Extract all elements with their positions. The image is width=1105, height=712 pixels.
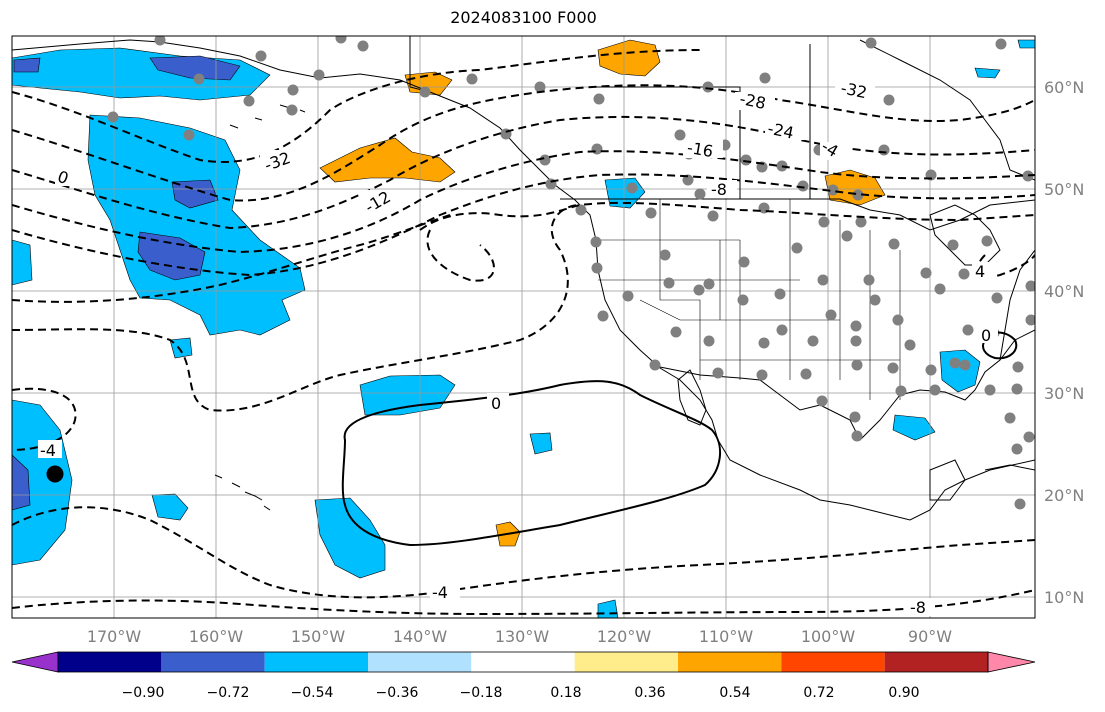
map-title: 2024083100 F000 <box>450 8 597 27</box>
border-us-mexico <box>649 364 821 411</box>
colorbar-segment <box>574 652 678 672</box>
colorbar-frame <box>57 651 989 673</box>
lat-label: 10°N <box>1044 588 1084 607</box>
border-us-canada <box>560 198 1035 231</box>
map-frame <box>11 35 1036 619</box>
blue-region-mid-pacific <box>359 374 456 416</box>
lon-label: 170°W <box>87 627 142 646</box>
lon-label: 110°W <box>699 627 754 646</box>
colorbar-segment <box>884 652 988 672</box>
colorbar-tick: 0.18 <box>550 685 581 701</box>
contour-label: -8 <box>910 598 926 617</box>
border-canada-provinces <box>595 44 811 199</box>
colorbar <box>11 651 1036 673</box>
blue-region-small-4 <box>597 599 619 618</box>
graticule <box>12 36 1035 618</box>
colorbar-segment <box>471 652 575 672</box>
colorbar-tick: −0.36 <box>376 685 419 701</box>
darkblue-region-3 <box>149 55 241 81</box>
blue-region-small-1 <box>151 493 189 521</box>
colorbar-arrow-left <box>11 651 59 673</box>
coastlines <box>12 36 1035 521</box>
lon-label: 160°W <box>189 627 244 646</box>
coast-great-lakes <box>929 204 1001 266</box>
colorbar-tick: 0.90 <box>888 685 919 701</box>
longitude-labels: 170°W 160°W 150°W 140°W 130°W 120°W 110°… <box>87 627 952 646</box>
colorbar-tick: −0.54 <box>291 685 334 701</box>
coast-east <box>999 249 1035 361</box>
contour-label: -4 <box>432 583 448 602</box>
station-marker-large <box>46 465 64 483</box>
contour-label: 0 <box>491 394 501 413</box>
blue-region-small-2 <box>529 432 553 455</box>
colorbar-tick: 0.54 <box>719 685 750 701</box>
lat-label: 40°N <box>1044 282 1084 301</box>
colorbar-tick: −0.72 <box>207 685 250 701</box>
lon-label: 150°W <box>291 627 346 646</box>
orange-region-yukon <box>597 39 661 77</box>
lon-label: 90°W <box>908 627 952 646</box>
blue-region-small-3 <box>169 337 193 359</box>
lon-label: 130°W <box>495 627 550 646</box>
lon-label: 120°W <box>597 627 652 646</box>
lat-label: 30°N <box>1044 384 1084 403</box>
blue-region-south-pacific <box>314 497 386 579</box>
colorbar-tick-labels: −0.90 −0.72 −0.54 −0.36 −0.18 0.18 0.36 … <box>122 685 920 701</box>
darkblue-region-2 <box>171 179 219 209</box>
blue-region-ne <box>1017 39 1035 49</box>
coast-hudson <box>859 39 1035 181</box>
lat-label: 20°N <box>1044 486 1084 505</box>
solid-contours <box>341 331 1018 547</box>
contour-label: 0 <box>981 326 991 345</box>
blue-region-hudson <box>974 67 1001 79</box>
colorbar-tick: 0.36 <box>634 685 665 701</box>
aleutian-islands <box>229 104 306 129</box>
hawaii-islands <box>214 474 271 511</box>
colorbar-segment <box>781 652 885 672</box>
map-area: -32 -28 -24 -16 -8 -32 -12 0 -4 0 4 -4 -… <box>12 36 1035 618</box>
colorbar-tick: 0.72 <box>803 685 834 701</box>
coast-yucatan <box>929 459 966 501</box>
lon-label: 140°W <box>393 627 448 646</box>
blue-region-florida <box>939 349 981 393</box>
contour-labels: -32 -28 -24 -16 -8 -32 -12 0 -4 0 4 -4 -… <box>38 78 998 617</box>
contour-label: -8 <box>711 180 727 199</box>
lat-label: 60°N <box>1044 78 1084 97</box>
contour-label: -32 <box>839 78 869 102</box>
colorbar-segment <box>161 652 265 672</box>
darkblue-region-4 <box>13 57 41 73</box>
coast-alaska <box>12 39 1035 521</box>
blue-region-bering <box>87 114 306 336</box>
darkblue-region-1 <box>137 231 206 281</box>
blue-region-west <box>12 239 33 286</box>
blue-region-gulf <box>892 414 936 441</box>
darkblue-region-hawaii-west <box>12 454 31 511</box>
lon-label: 100°W <box>801 627 856 646</box>
contour-label: -16 <box>686 138 715 161</box>
dashed-contours <box>12 49 1035 616</box>
contour-label: 4 <box>975 262 985 281</box>
colorbar-tick: −0.18 <box>460 685 503 701</box>
colorbar-segment <box>264 652 368 672</box>
orange-region-ontario <box>824 169 886 206</box>
latitude-labels: 60°N 50°N 40°N 30°N 20°N 10°N <box>1044 78 1084 607</box>
colorbar-arrow-right <box>987 651 1036 673</box>
contour-label: -4 <box>40 441 56 460</box>
orange-region-aleutians <box>319 137 456 183</box>
colorbar-tick: −0.90 <box>122 685 165 701</box>
coast-gulf <box>677 369 707 426</box>
colorbar-segment <box>368 652 472 672</box>
orange-region-alaska <box>404 71 453 96</box>
lat-label: 50°N <box>1044 180 1084 199</box>
coast-cuba <box>984 464 1035 471</box>
colorbar-segment <box>58 652 162 672</box>
colorbar-segment <box>678 652 782 672</box>
